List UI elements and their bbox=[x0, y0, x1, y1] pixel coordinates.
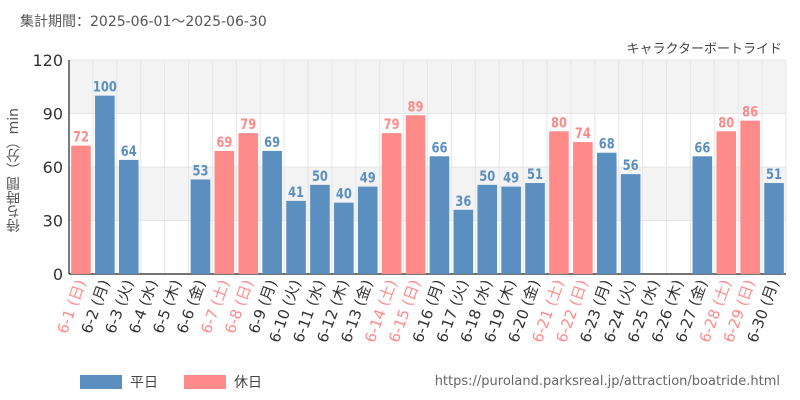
legend-item-holiday[interactable]: 休日 bbox=[184, 372, 262, 392]
y-tick-label: 0 bbox=[53, 265, 63, 284]
y-tick-label: 30 bbox=[43, 212, 63, 231]
data-label: 40 bbox=[336, 187, 352, 203]
bar bbox=[692, 156, 713, 274]
data-label: 100 bbox=[93, 80, 117, 96]
bar bbox=[357, 186, 378, 274]
bar bbox=[190, 179, 211, 274]
bar bbox=[764, 183, 784, 274]
bar bbox=[310, 184, 330, 274]
legend: 平日 休日 bbox=[80, 372, 262, 392]
bar bbox=[453, 209, 474, 274]
legend-label-weekday: 平日 bbox=[130, 375, 158, 391]
data-label: 49 bbox=[503, 171, 519, 187]
data-label: 41 bbox=[288, 185, 304, 201]
bar bbox=[214, 150, 235, 274]
data-label: 50 bbox=[479, 169, 495, 185]
bar bbox=[118, 159, 139, 274]
data-label: 49 bbox=[360, 171, 376, 187]
y-tick-label: 90 bbox=[43, 105, 63, 124]
data-label: 80 bbox=[551, 115, 567, 131]
legend-swatch-holiday bbox=[184, 375, 226, 389]
data-label: 79 bbox=[240, 117, 256, 133]
data-label: 50 bbox=[312, 169, 328, 185]
data-label: 51 bbox=[766, 167, 782, 183]
data-label: 56 bbox=[623, 158, 639, 174]
bar bbox=[549, 131, 569, 274]
y-tick-label: 120 bbox=[32, 51, 63, 70]
legend-swatch-weekday bbox=[80, 375, 122, 389]
bar bbox=[334, 202, 354, 274]
data-label: 86 bbox=[742, 105, 758, 121]
bar bbox=[525, 183, 545, 274]
bar bbox=[238, 133, 259, 274]
legend-item-weekday[interactable]: 平日 bbox=[80, 372, 158, 392]
data-label: 36 bbox=[455, 194, 471, 210]
bar bbox=[405, 115, 426, 275]
source-url[interactable]: https://puroland.parksreal.jp/attraction… bbox=[434, 374, 780, 389]
data-label: 66 bbox=[694, 140, 710, 156]
data-label: 66 bbox=[431, 140, 447, 156]
bar bbox=[429, 156, 450, 274]
period-label: 集計期間：2025-06-01～2025-06-30 bbox=[20, 14, 267, 30]
bar bbox=[596, 152, 617, 274]
data-label: 72 bbox=[73, 130, 89, 146]
data-label: 69 bbox=[264, 135, 280, 151]
legend-label-holiday: 休日 bbox=[234, 375, 262, 391]
data-label: 74 bbox=[575, 126, 591, 142]
data-label: 51 bbox=[527, 167, 543, 183]
data-label: 89 bbox=[408, 99, 424, 115]
data-label: 79 bbox=[384, 117, 400, 133]
bar bbox=[477, 184, 498, 274]
bar bbox=[286, 200, 306, 274]
data-label: 80 bbox=[718, 115, 734, 131]
bar bbox=[381, 133, 402, 274]
bar bbox=[620, 174, 641, 274]
bar bbox=[573, 142, 593, 274]
bar bbox=[501, 186, 521, 274]
y-tick-label: 60 bbox=[43, 158, 63, 177]
bar bbox=[262, 150, 282, 274]
chart-subtitle: キャラクターボートライド bbox=[626, 42, 782, 57]
bar bbox=[71, 145, 91, 274]
bar bbox=[740, 120, 760, 274]
data-label: 64 bbox=[121, 144, 137, 160]
data-label: 69 bbox=[216, 135, 232, 151]
data-label: 53 bbox=[192, 163, 208, 179]
bar bbox=[716, 131, 737, 274]
bar bbox=[95, 95, 115, 275]
data-label: 68 bbox=[599, 137, 615, 153]
